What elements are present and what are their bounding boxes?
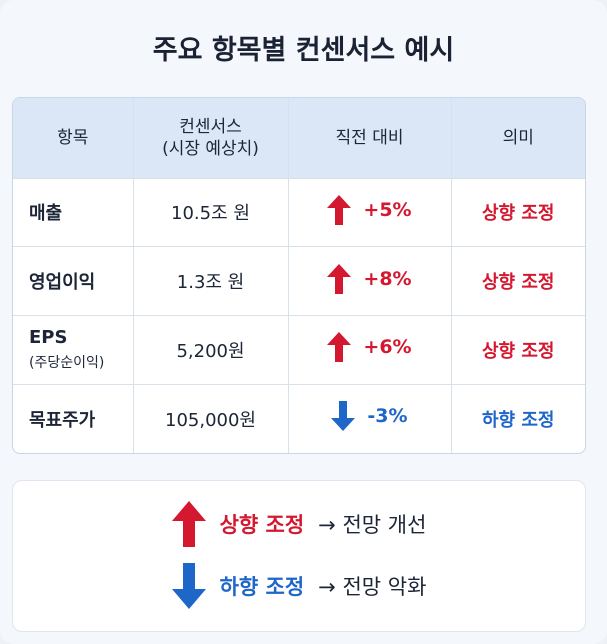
arrow-down-icon [331,401,356,432]
row-value: 10.5조 원 [133,178,289,248]
table-row: EPS (주당순이익) 5,200원 +6% 상향 조정 [13,315,585,385]
row-change: +5% [288,178,452,248]
row-meaning: 상향 조정 [451,315,585,385]
row-item: 영업이익 [13,246,134,316]
header-consensus: 컨센서스 (시장 예상치) [133,98,289,179]
row-change: -3% [288,384,452,453]
legend-down-desc: → 전망 악화 [318,575,427,599]
table-row: 목표주가 105,000원 -3% 하향 조정 [13,384,585,453]
arrow-up-icon [327,194,352,225]
legend-down-label: 하향 조정 [219,575,305,599]
row-value: 5,200원 [133,315,289,385]
header-meaning: 의미 [451,98,585,179]
change-value: +8% [363,267,412,290]
header-consensus-line2: (시장 예상치) [162,138,259,159]
row-change: +8% [288,246,452,316]
row-value: 1.3조 원 [133,246,289,316]
legend-box: 상향 조정 → 전망 개선 하향 조정 → 전망 악화 [12,480,586,632]
header-change: 직전 대비 [288,98,452,179]
row-meaning: 상향 조정 [451,246,585,316]
row-change: +6% [288,315,452,385]
row-value: 105,000원 [133,384,289,453]
change-value: -3% [367,405,408,428]
row-item: 매출 [13,178,134,248]
table-header-row: 항목 컨센서스 (시장 예상치) 직전 대비 의미 [13,98,585,179]
arrow-up-icon [171,501,206,547]
row-meaning: 상향 조정 [451,178,585,248]
header-item: 항목 [13,98,134,179]
page-title: 주요 항목별 컨센서스 예시 [152,35,455,66]
legend-up-label: 상향 조정 [219,513,305,537]
table-row: 영업이익 1.3조 원 +8% 상향 조정 [13,246,585,316]
change-value: +6% [363,336,412,359]
header-consensus-line1: 컨센서스 [179,116,242,137]
row-item: 목표주가 [13,384,134,453]
legend-down-row: 하향 조정 → 전망 악화 [13,563,585,609]
row-item-sub: (주당순이익) [29,355,105,372]
legend-up-desc: → 전망 개선 [318,513,427,537]
consensus-table: 항목 컨센서스 (시장 예상치) 직전 대비 의미 매출 10.5조 원 [12,97,586,454]
arrow-down-icon [171,563,206,609]
arrow-up-icon [327,263,352,294]
table-row: 매출 10.5조 원 +5% 상향 조정 [13,178,585,248]
arrow-up-icon [327,332,352,363]
change-value: +5% [363,198,412,221]
row-item: EPS (주당순이익) [13,315,134,385]
row-meaning: 하향 조정 [481,409,555,431]
legend-up-row: 상향 조정 → 전망 개선 [13,501,585,547]
